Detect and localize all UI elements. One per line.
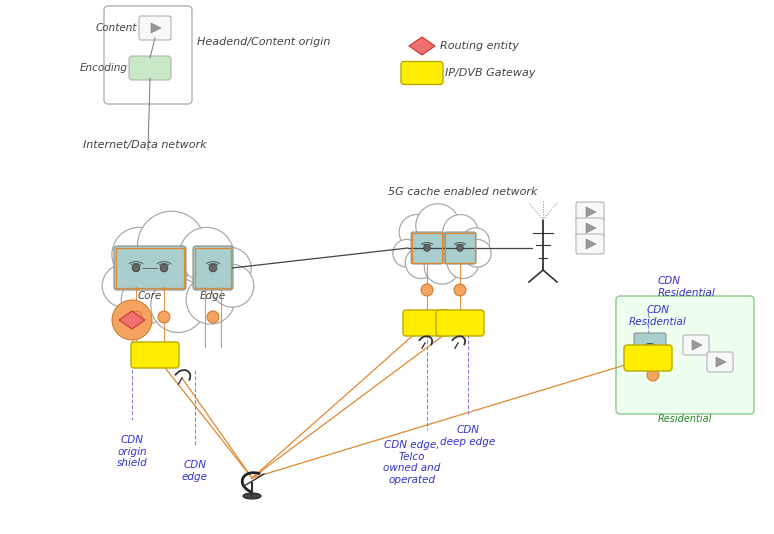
Ellipse shape <box>386 226 498 270</box>
Polygon shape <box>151 23 161 33</box>
FancyBboxPatch shape <box>129 56 171 80</box>
Circle shape <box>102 264 145 307</box>
FancyBboxPatch shape <box>193 246 233 290</box>
Circle shape <box>186 276 235 324</box>
Text: Routing entity: Routing entity <box>440 41 519 51</box>
Circle shape <box>424 249 460 284</box>
Text: CDN
Residential: CDN Residential <box>658 277 716 298</box>
FancyBboxPatch shape <box>104 6 192 104</box>
Circle shape <box>464 239 491 267</box>
Circle shape <box>421 284 433 296</box>
FancyBboxPatch shape <box>411 232 443 264</box>
FancyBboxPatch shape <box>634 333 666 363</box>
Circle shape <box>454 284 466 296</box>
Bar <box>195 248 231 288</box>
Circle shape <box>209 264 217 272</box>
Text: Edge: Edge <box>200 291 226 301</box>
Polygon shape <box>586 239 596 249</box>
Text: Encoding: Encoding <box>80 63 128 73</box>
Polygon shape <box>692 340 702 350</box>
FancyBboxPatch shape <box>683 335 709 355</box>
Polygon shape <box>586 207 596 217</box>
Circle shape <box>211 264 254 307</box>
FancyBboxPatch shape <box>707 352 733 372</box>
FancyBboxPatch shape <box>624 345 672 371</box>
Text: Headend/Content origin: Headend/Content origin <box>197 37 330 47</box>
FancyBboxPatch shape <box>576 234 604 254</box>
Text: CDN
deep edge: CDN deep edge <box>440 425 495 446</box>
Circle shape <box>423 245 430 252</box>
Text: Core: Core <box>138 291 162 301</box>
Text: CDN
origin
shield: CDN origin shield <box>117 435 147 468</box>
FancyBboxPatch shape <box>576 202 604 222</box>
Polygon shape <box>409 37 435 55</box>
Text: CDN edge,
Telco
owned and
operated: CDN edge, Telco owned and operated <box>383 440 440 485</box>
Ellipse shape <box>91 246 265 310</box>
Circle shape <box>447 247 479 279</box>
Text: Content: Content <box>95 23 137 33</box>
Circle shape <box>443 215 478 250</box>
Bar <box>116 248 184 288</box>
Circle shape <box>399 215 434 250</box>
Text: 5G cache enabled network: 5G cache enabled network <box>388 187 537 197</box>
FancyBboxPatch shape <box>114 246 186 290</box>
Bar <box>412 233 442 263</box>
Circle shape <box>132 264 140 272</box>
Text: Residential: Residential <box>658 414 712 424</box>
Circle shape <box>406 247 437 279</box>
Circle shape <box>462 228 489 256</box>
Circle shape <box>393 239 420 267</box>
FancyBboxPatch shape <box>139 16 171 40</box>
FancyBboxPatch shape <box>576 218 604 238</box>
Text: CDN
Residential: CDN Residential <box>629 305 687 327</box>
Circle shape <box>647 369 659 381</box>
FancyBboxPatch shape <box>401 61 443 84</box>
Circle shape <box>112 300 152 340</box>
Circle shape <box>180 227 234 282</box>
Circle shape <box>647 345 652 351</box>
Ellipse shape <box>243 493 261 499</box>
Circle shape <box>416 204 460 248</box>
Polygon shape <box>716 357 726 367</box>
Bar <box>445 233 475 263</box>
Text: Internet/Data network: Internet/Data network <box>83 140 207 150</box>
FancyBboxPatch shape <box>131 342 179 368</box>
Circle shape <box>151 278 205 333</box>
Circle shape <box>112 227 166 282</box>
FancyBboxPatch shape <box>616 296 754 414</box>
Polygon shape <box>586 223 596 233</box>
Circle shape <box>457 245 464 252</box>
Circle shape <box>207 311 219 323</box>
Circle shape <box>160 264 168 272</box>
Circle shape <box>130 311 142 323</box>
Circle shape <box>138 211 206 279</box>
Circle shape <box>208 247 252 290</box>
FancyBboxPatch shape <box>403 310 451 336</box>
FancyBboxPatch shape <box>436 310 484 336</box>
FancyBboxPatch shape <box>444 232 476 264</box>
Polygon shape <box>119 311 145 329</box>
Circle shape <box>158 311 170 323</box>
Text: CDN
edge: CDN edge <box>182 460 208 482</box>
Circle shape <box>122 276 170 324</box>
Text: IP/DVB Gateway: IP/DVB Gateway <box>445 68 536 78</box>
